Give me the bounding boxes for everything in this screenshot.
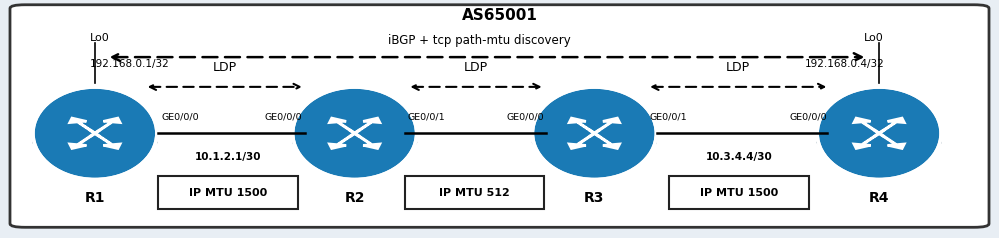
FancyArrow shape: [854, 130, 884, 149]
FancyArrow shape: [874, 130, 904, 149]
Text: 192.168.0.1/32: 192.168.0.1/32: [90, 60, 170, 69]
FancyArrow shape: [874, 118, 904, 137]
Text: GE0/0/0: GE0/0/0: [506, 112, 544, 121]
Ellipse shape: [532, 133, 656, 152]
FancyArrow shape: [70, 118, 100, 137]
FancyArrow shape: [90, 118, 120, 137]
FancyArrow shape: [70, 130, 100, 149]
Text: GE0/0/0: GE0/0/0: [789, 112, 827, 121]
Text: IP MTU 1500: IP MTU 1500: [189, 188, 267, 198]
Text: R2: R2: [345, 191, 365, 204]
FancyArrow shape: [589, 118, 619, 137]
Text: GE0/0/0: GE0/0/0: [264, 112, 302, 121]
Text: R1: R1: [85, 191, 105, 204]
Ellipse shape: [33, 133, 157, 152]
Text: 10.3.4.4/30: 10.3.4.4/30: [706, 152, 772, 162]
FancyBboxPatch shape: [10, 5, 989, 227]
FancyArrow shape: [330, 130, 360, 149]
FancyBboxPatch shape: [405, 176, 544, 209]
Text: IP MTU 512: IP MTU 512: [440, 188, 509, 198]
Ellipse shape: [532, 87, 656, 179]
Text: GE0/0/1: GE0/0/1: [408, 112, 446, 121]
Text: IP MTU 1500: IP MTU 1500: [700, 188, 778, 198]
FancyArrow shape: [330, 118, 360, 137]
FancyArrow shape: [569, 118, 599, 137]
Ellipse shape: [817, 87, 941, 179]
Ellipse shape: [293, 133, 417, 152]
Text: AS65001: AS65001: [462, 8, 537, 23]
Text: R3: R3: [584, 191, 604, 204]
Ellipse shape: [817, 133, 941, 152]
Ellipse shape: [33, 87, 157, 179]
FancyArrow shape: [90, 130, 120, 149]
Text: 192.168.0.4/32: 192.168.0.4/32: [804, 60, 884, 69]
Text: iBGP + tcp path-mtu discovery: iBGP + tcp path-mtu discovery: [389, 34, 570, 47]
Text: Lo0: Lo0: [864, 33, 884, 43]
Text: Lo0: Lo0: [90, 33, 110, 43]
Text: GE0/0/0: GE0/0/0: [162, 112, 200, 121]
FancyArrow shape: [854, 118, 884, 137]
Text: LDP: LDP: [213, 61, 237, 74]
Text: LDP: LDP: [464, 61, 489, 74]
Text: R4: R4: [869, 191, 889, 204]
FancyArrow shape: [350, 130, 380, 149]
Text: 10.1.2.1/30: 10.1.2.1/30: [195, 152, 261, 162]
FancyBboxPatch shape: [669, 176, 809, 209]
FancyArrow shape: [569, 130, 599, 149]
Text: GE0/0/1: GE0/0/1: [649, 112, 687, 121]
Ellipse shape: [293, 87, 417, 179]
FancyBboxPatch shape: [158, 176, 298, 209]
FancyArrow shape: [589, 130, 619, 149]
FancyArrow shape: [350, 118, 380, 137]
Text: LDP: LDP: [726, 61, 750, 74]
